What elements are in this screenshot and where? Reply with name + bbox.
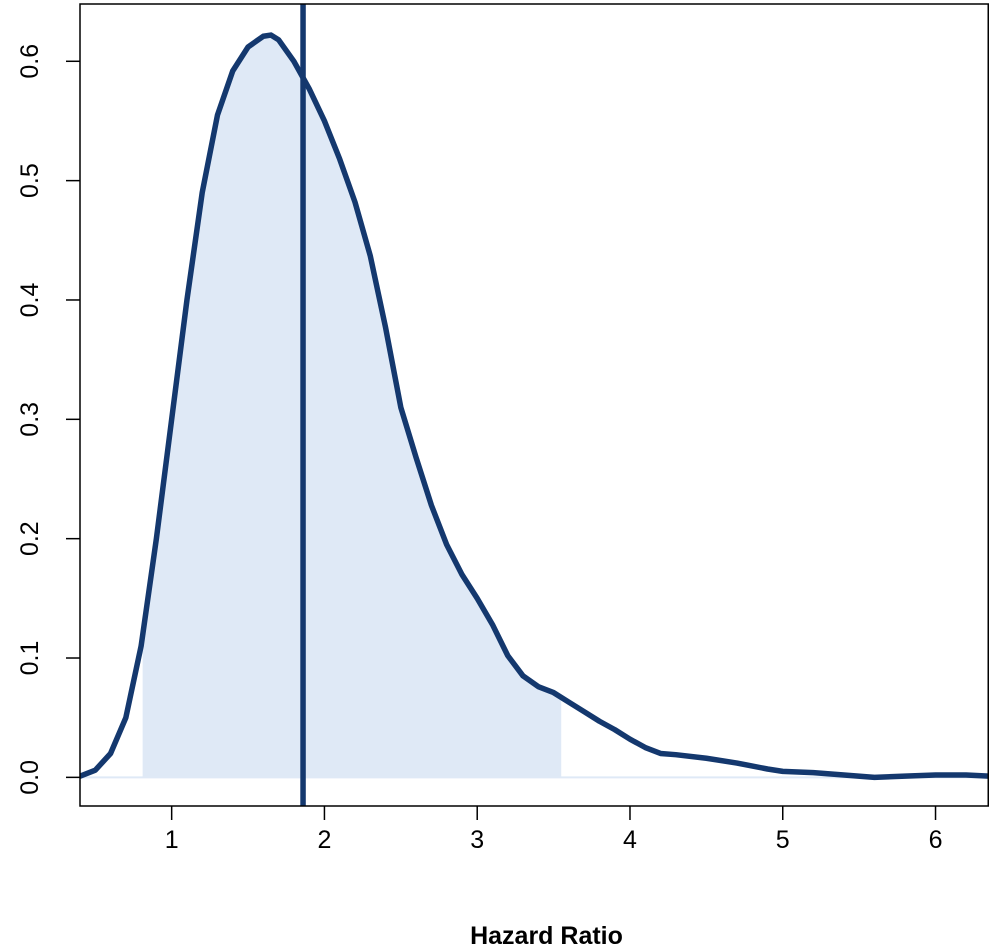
- x-tick-label-6: 6: [929, 826, 943, 854]
- y-tick-label-5: 0.5: [16, 163, 44, 198]
- y-tick-label-2: 0.2: [16, 521, 44, 556]
- x-axis: 1 2 3 4 5 6: [165, 806, 943, 854]
- y-axis: 0.0 0.1 0.2 0.3 0.4 0.5 0.6: [16, 44, 80, 795]
- x-axis-title: Hazard Ratio: [470, 922, 623, 950]
- density-curve-line: [80, 32, 989, 781]
- y-tick-label-3: 0.3: [16, 402, 44, 437]
- x-tick-label-1: 1: [165, 826, 179, 854]
- x-tick-label-5: 5: [776, 826, 790, 854]
- x-tick-label-3: 3: [470, 826, 484, 854]
- x-tick-label-4: 4: [623, 826, 637, 854]
- y-tick-label-6: 0.6: [16, 44, 44, 79]
- x-tick-label-2: 2: [317, 826, 331, 854]
- plot-layer: [80, 4, 989, 806]
- y-tick-label-1: 0.1: [16, 641, 44, 676]
- shaded-interval-area: [142, 35, 562, 778]
- y-tick-label-0: 0.0: [16, 760, 44, 795]
- plot-frame: [79, 3, 989, 807]
- y-tick-label-4: 0.4: [16, 283, 44, 318]
